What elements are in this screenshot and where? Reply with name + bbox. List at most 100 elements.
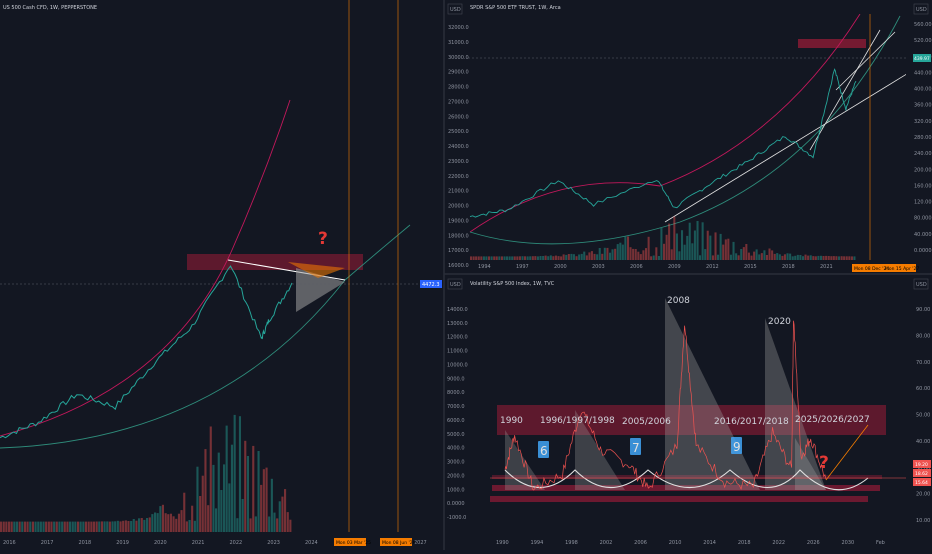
vix-left-y-tick: 9000.0 bbox=[447, 376, 465, 382]
currency-box-right bbox=[913, 3, 929, 15]
vix-pane[interactable]: USD USD Volatility S&P 500 Index, 1W, TV… bbox=[447, 278, 931, 546]
volume-bar bbox=[565, 254, 568, 260]
volume-bar bbox=[552, 256, 555, 260]
volume-bar bbox=[804, 254, 807, 260]
vix-x-tick: 1990 bbox=[496, 540, 509, 546]
volume-bar bbox=[657, 256, 660, 260]
volume-bar bbox=[260, 484, 263, 532]
vix-left-y-tick: 6000.0 bbox=[447, 418, 465, 424]
left-pane[interactable]: ? US 500 Cash CFD, 1W, PEPPERSTONE 4472.… bbox=[0, 0, 442, 546]
volume-bar bbox=[23, 521, 27, 532]
volume-bar bbox=[172, 516, 175, 532]
volume-bars bbox=[0, 414, 292, 532]
spy-left-y-tick: 29000.0 bbox=[448, 70, 469, 76]
spy-resistance-zone bbox=[798, 39, 866, 48]
volume-bar bbox=[143, 519, 146, 532]
volume-bar bbox=[575, 256, 578, 260]
vix-left-y-tick: 7000.0 bbox=[447, 404, 465, 410]
volume-bar bbox=[485, 256, 488, 260]
vix-left-y-tick: 14000.0 bbox=[447, 307, 468, 313]
volume-bar bbox=[732, 241, 735, 260]
volume-bar bbox=[791, 256, 794, 260]
lower-support-curve bbox=[0, 224, 411, 449]
volume-bar bbox=[601, 253, 604, 260]
volume-bar bbox=[632, 248, 635, 260]
vix-left-y-tick: 10000.0 bbox=[447, 362, 468, 368]
volume-bar bbox=[719, 233, 722, 260]
vix-x-tick: 2010 bbox=[669, 540, 682, 546]
volume-bar bbox=[621, 244, 624, 260]
orange-triangle-projection bbox=[288, 262, 345, 278]
volume-bar bbox=[776, 253, 779, 260]
volume-bar bbox=[827, 256, 830, 260]
volume-bar bbox=[619, 242, 622, 260]
volume-bar bbox=[518, 256, 521, 260]
vix-support-band-1 bbox=[492, 485, 880, 491]
vix-right-y-tick: 10.00 bbox=[916, 518, 930, 524]
volume-bar bbox=[236, 518, 239, 532]
volume-bar bbox=[768, 248, 771, 260]
volume-bar bbox=[493, 256, 496, 260]
volume-bar bbox=[53, 521, 56, 532]
volume-bar bbox=[848, 256, 851, 260]
volume-bar bbox=[169, 513, 173, 532]
volume-bar bbox=[268, 516, 271, 532]
left-x-tick: 2027 bbox=[414, 540, 427, 546]
volume-bar bbox=[177, 513, 181, 532]
spy-right-y-tick: 80.000 bbox=[914, 216, 932, 222]
vix-left-y-tick: 0.0000 bbox=[447, 501, 465, 507]
volume-bar bbox=[745, 244, 748, 260]
spy-right-y-tick: 120.00 bbox=[914, 200, 932, 206]
volume-bar bbox=[472, 256, 475, 260]
volume-bar bbox=[480, 256, 483, 260]
spy-upper-curve bbox=[469, 14, 861, 233]
vix-count-6: 6 bbox=[540, 444, 548, 458]
volume-bar bbox=[627, 236, 630, 260]
spy-x-tick: 2012 bbox=[706, 264, 719, 270]
volume-bar bbox=[822, 256, 825, 260]
volume-bar bbox=[498, 256, 501, 260]
volume-bar bbox=[262, 469, 265, 532]
volume-bar bbox=[704, 249, 707, 260]
volume-bar bbox=[31, 521, 35, 532]
volume-bar bbox=[506, 256, 509, 260]
volume-bar bbox=[699, 255, 702, 260]
volume-bar bbox=[228, 483, 231, 532]
volume-bar bbox=[614, 248, 617, 260]
volume-bar bbox=[740, 249, 743, 260]
vix-support-band-2 bbox=[490, 496, 868, 502]
vix-price-line bbox=[504, 320, 827, 491]
spy-x-tick: 2018 bbox=[782, 264, 795, 270]
vix-count-7: 7 bbox=[632, 441, 640, 455]
volume-bar bbox=[820, 255, 823, 260]
spy-pane[interactable]: USD USD SPDR S&P 500 ETF TRUST, 1W, Arca… bbox=[447, 3, 932, 272]
volume-bar bbox=[63, 521, 66, 532]
volume-bar bbox=[562, 254, 565, 260]
upper-growth-curve bbox=[0, 99, 291, 437]
last-price-tag bbox=[420, 280, 442, 288]
vix-right-y-tick: 40.00 bbox=[916, 439, 930, 445]
spy-left-y-tick: 22000.0 bbox=[448, 174, 469, 180]
volume-bar bbox=[529, 256, 532, 260]
vix-cycle-arcs bbox=[504, 469, 869, 491]
volume-bar bbox=[673, 216, 676, 260]
spy-left-y-tick: 27000.0 bbox=[448, 99, 469, 105]
volume-bar bbox=[598, 248, 601, 260]
vix-x-tick: 1994 bbox=[531, 540, 544, 546]
volume-bar bbox=[609, 252, 612, 260]
volume-bar bbox=[652, 255, 655, 260]
volume-bar bbox=[580, 253, 583, 260]
volume-bar bbox=[82, 521, 85, 532]
volume-bar bbox=[58, 521, 61, 532]
volume-bar bbox=[289, 519, 292, 532]
volume-bar bbox=[188, 520, 191, 532]
volume-bar bbox=[488, 256, 491, 260]
vix-label-2018: 2016/2017/2018 bbox=[714, 417, 789, 427]
volume-bar bbox=[278, 501, 281, 532]
vix-1998-triangle bbox=[575, 410, 625, 490]
volume-bar bbox=[119, 521, 122, 532]
volume-bar bbox=[513, 256, 516, 260]
spy-volume-bars bbox=[470, 216, 856, 260]
volume-bar bbox=[167, 514, 170, 532]
